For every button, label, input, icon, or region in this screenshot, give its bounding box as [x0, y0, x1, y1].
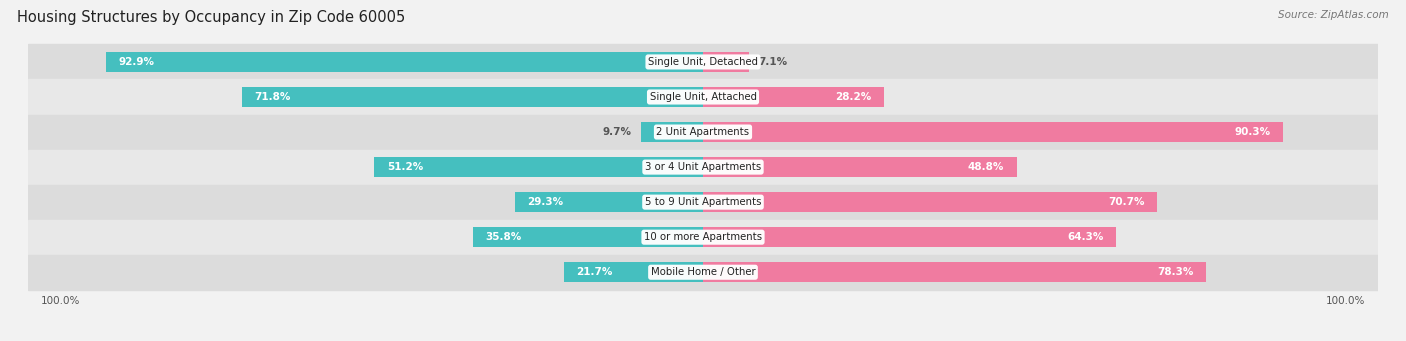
- Text: 71.8%: 71.8%: [254, 92, 291, 102]
- Text: 92.9%: 92.9%: [118, 57, 155, 67]
- Bar: [28, 255, 1378, 290]
- Bar: [703, 157, 1017, 177]
- Text: 10 or more Apartments: 10 or more Apartments: [644, 232, 762, 242]
- Bar: [374, 157, 703, 177]
- Bar: [105, 52, 703, 72]
- Bar: [703, 262, 1206, 282]
- Text: Single Unit, Attached: Single Unit, Attached: [650, 92, 756, 102]
- Bar: [703, 192, 1157, 212]
- Bar: [28, 79, 1378, 115]
- Text: 35.8%: 35.8%: [485, 232, 522, 242]
- Text: Source: ZipAtlas.com: Source: ZipAtlas.com: [1278, 10, 1389, 20]
- Text: 28.2%: 28.2%: [835, 92, 872, 102]
- Bar: [28, 220, 1378, 255]
- Bar: [28, 150, 1378, 184]
- Text: 70.7%: 70.7%: [1108, 197, 1144, 207]
- Text: 29.3%: 29.3%: [527, 197, 564, 207]
- Bar: [703, 52, 748, 72]
- Text: 78.3%: 78.3%: [1157, 267, 1194, 277]
- Text: 7.1%: 7.1%: [758, 57, 787, 67]
- Text: Mobile Home / Other: Mobile Home / Other: [651, 267, 755, 277]
- Bar: [703, 87, 884, 107]
- Bar: [28, 44, 1378, 79]
- Text: 90.3%: 90.3%: [1234, 127, 1271, 137]
- Text: 3 or 4 Unit Apartments: 3 or 4 Unit Apartments: [645, 162, 761, 172]
- Text: 64.3%: 64.3%: [1067, 232, 1104, 242]
- Text: 51.2%: 51.2%: [387, 162, 423, 172]
- Bar: [515, 192, 703, 212]
- Bar: [28, 184, 1378, 220]
- Bar: [564, 262, 703, 282]
- Bar: [472, 227, 703, 247]
- Text: 9.7%: 9.7%: [602, 127, 631, 137]
- Text: 2 Unit Apartments: 2 Unit Apartments: [657, 127, 749, 137]
- Text: 21.7%: 21.7%: [576, 267, 613, 277]
- Text: Housing Structures by Occupancy in Zip Code 60005: Housing Structures by Occupancy in Zip C…: [17, 10, 405, 25]
- Bar: [242, 87, 703, 107]
- Bar: [703, 122, 1284, 142]
- Legend: Owner-occupied, Renter-occupied: Owner-occupied, Renter-occupied: [582, 339, 824, 341]
- Text: 48.8%: 48.8%: [967, 162, 1004, 172]
- Bar: [641, 122, 703, 142]
- Bar: [703, 227, 1116, 247]
- Text: Single Unit, Detached: Single Unit, Detached: [648, 57, 758, 67]
- Text: 5 to 9 Unit Apartments: 5 to 9 Unit Apartments: [645, 197, 761, 207]
- Bar: [28, 115, 1378, 150]
